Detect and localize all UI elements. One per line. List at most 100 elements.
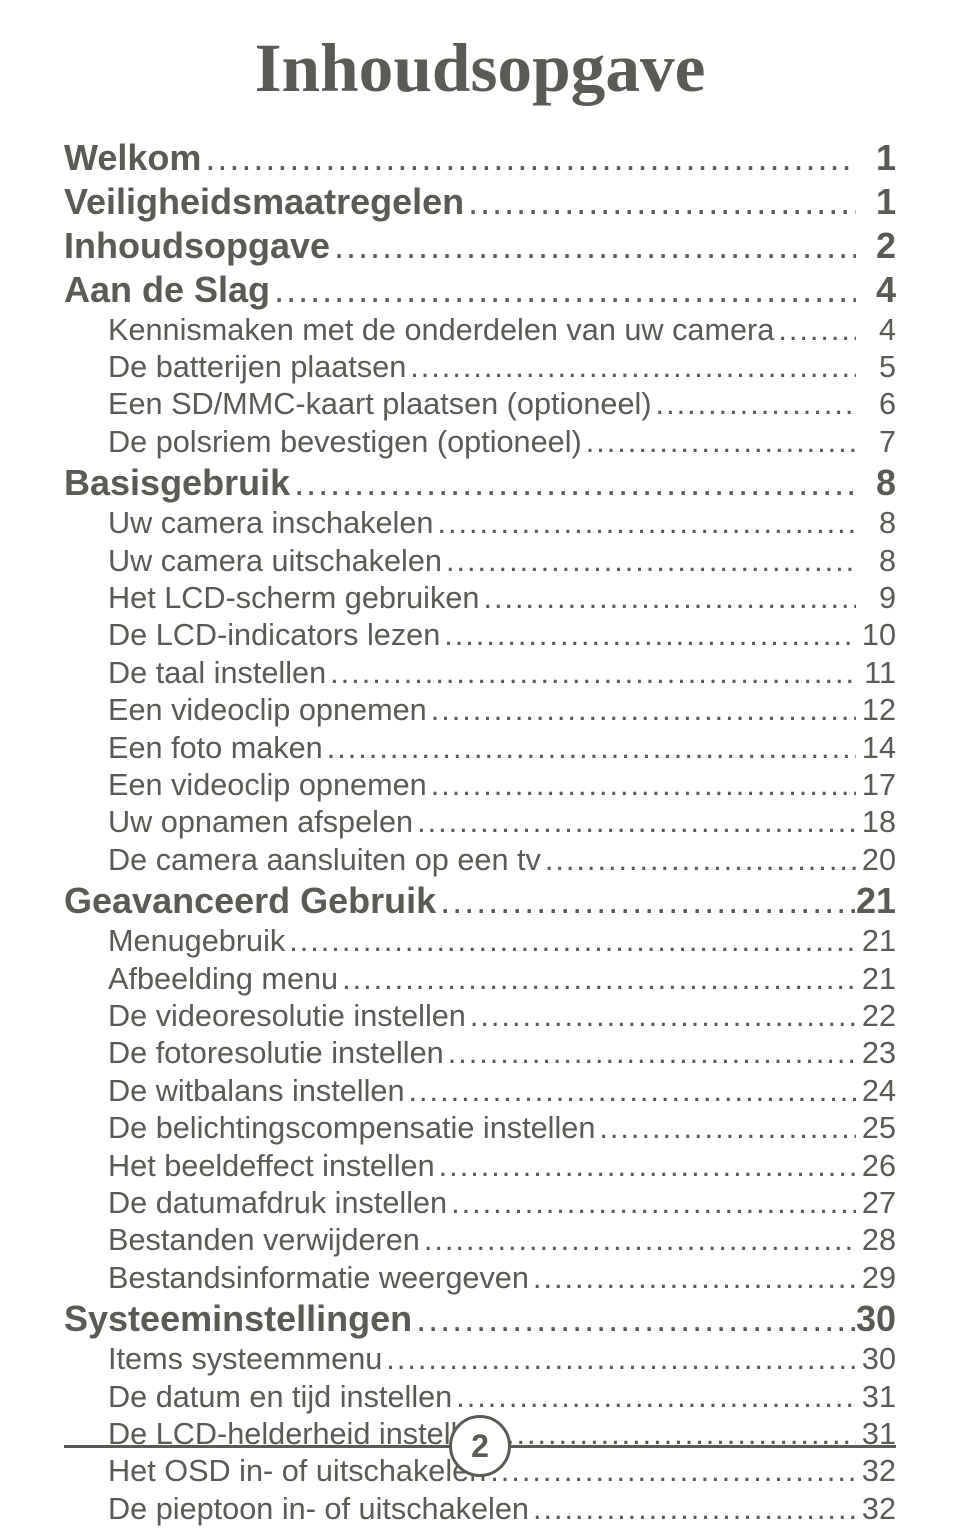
toc-row: Afbeelding menu21 [64, 961, 896, 998]
toc-row: De batterijen plaatsen5 [64, 349, 896, 386]
toc-leader [427, 692, 856, 729]
footer-rule-right [509, 1445, 896, 1448]
toc-row: De datumafdruk instellen 27 [64, 1185, 896, 1222]
toc-label: Menugebruik [108, 923, 285, 960]
toc-row: Veiligheidsmaatregelen1 [64, 180, 896, 224]
toc-row: Systeeminstellingen 30 [64, 1297, 896, 1341]
toc-page: 7 [856, 424, 896, 461]
toc-page: 21 [856, 879, 896, 923]
toc-row: De fotoresolutie instellen 23 [64, 1035, 896, 1072]
toc-page: 10 [856, 617, 896, 654]
toc-page: 21 [856, 923, 896, 960]
toc-leader [436, 879, 856, 923]
toc-page: 23 [856, 1035, 896, 1072]
toc-leader [338, 961, 856, 998]
toc-page: 28 [856, 1222, 896, 1259]
toc-leader [447, 1185, 856, 1222]
toc-page: 8 [856, 543, 896, 580]
toc-row: Uw camera uitschakelen 8 [64, 543, 896, 580]
toc-label: De camera aansluiten op een tv [108, 842, 541, 879]
page-title: Inhoudsopgave [64, 28, 896, 108]
toc-leader [529, 1491, 856, 1528]
toc-leader [201, 136, 856, 180]
toc-label: Aan de Slag [64, 268, 270, 312]
toc-page: 1 [856, 180, 896, 224]
toc-row: Bestanden verwijderen28 [64, 1222, 896, 1259]
toc-page: 8 [856, 505, 896, 542]
toc-row: De taal instellen11 [64, 655, 896, 692]
toc-leader [290, 461, 856, 505]
toc-leader [541, 842, 856, 879]
toc-row: Menugebruik 21 [64, 923, 896, 960]
toc-page: 8 [856, 461, 896, 505]
toc-leader [479, 580, 856, 617]
toc-label: Een SD/MMC-kaart plaatsen (optioneel) [108, 386, 652, 423]
toc-leader [435, 1148, 856, 1185]
toc-page: 25 [856, 1110, 896, 1147]
toc-row: Uw camera inschakelen 8 [64, 505, 896, 542]
toc-leader [464, 180, 856, 224]
toc-page: 32 [856, 1491, 896, 1528]
toc-page: 22 [856, 998, 896, 1035]
table-of-contents: Welkom 1Veiligheidsmaatregelen1Inhoudsopg… [64, 136, 896, 1528]
toc-label: Welkom [64, 136, 201, 180]
toc-leader [285, 923, 856, 960]
toc-leader [405, 1073, 856, 1110]
toc-leader [582, 424, 856, 461]
toc-leader [466, 998, 856, 1035]
toc-leader [412, 1297, 856, 1341]
toc-leader [440, 617, 856, 654]
toc-page: 14 [856, 730, 896, 767]
toc-row: Kennismaken met de onderdelen van uw cam… [64, 312, 896, 349]
toc-leader [529, 1260, 856, 1297]
toc-leader [413, 804, 856, 841]
toc-label: De LCD-indicators lezen [108, 617, 440, 654]
toc-page: 5 [856, 349, 896, 386]
toc-label: Basisgebruik [64, 461, 290, 505]
toc-leader [323, 730, 856, 767]
toc-label: De datumafdruk instellen [108, 1185, 447, 1222]
toc-leader [452, 1379, 856, 1416]
toc-page: 31 [856, 1379, 896, 1416]
toc-row: Items systeemmenu 30 [64, 1341, 896, 1378]
toc-page: 26 [856, 1148, 896, 1185]
toc-leader [442, 543, 856, 580]
toc-row: Het beeldeffect instellen26 [64, 1148, 896, 1185]
footer-rule-left [64, 1445, 451, 1448]
toc-leader [433, 505, 856, 542]
toc-label: Systeeminstellingen [64, 1297, 412, 1341]
toc-leader [382, 1341, 856, 1378]
toc-leader [420, 1222, 856, 1259]
toc-row: De videoresolutie instellen22 [64, 998, 896, 1035]
toc-label: De fotoresolutie instellen [108, 1035, 444, 1072]
toc-label: Items systeemmenu [108, 1341, 382, 1378]
toc-page: 18 [856, 804, 896, 841]
toc-row: De belichtingscompensatie instellen 25 [64, 1110, 896, 1147]
toc-label: De belichtingscompensatie instellen [108, 1110, 595, 1147]
toc-row: Het LCD-scherm gebruiken9 [64, 580, 896, 617]
toc-row: Geavanceerd Gebruik21 [64, 879, 896, 923]
toc-leader [406, 349, 856, 386]
toc-label: Een videoclip opnemen [108, 767, 427, 804]
toc-row: De datum en tijd instellen31 [64, 1379, 896, 1416]
toc-row: Uw opnamen afspelen18 [64, 804, 896, 841]
toc-page: 30 [856, 1341, 896, 1378]
toc-label: Uw camera uitschakelen [108, 543, 442, 580]
toc-label: Uw camera inschakelen [108, 505, 433, 542]
toc-leader [444, 1035, 856, 1072]
toc-leader [427, 767, 856, 804]
toc-leader [330, 224, 856, 268]
toc-page: 27 [856, 1185, 896, 1222]
toc-label: Een videoclip opnemen [108, 692, 427, 729]
toc-page: 30 [856, 1297, 896, 1341]
toc-label: Kennismaken met de onderdelen van uw cam… [108, 312, 774, 349]
toc-page: 11 [856, 655, 896, 692]
toc-label: Inhoudsopgave [64, 224, 330, 268]
toc-row: De LCD-indicators lezen 10 [64, 617, 896, 654]
toc-page: 12 [856, 692, 896, 729]
toc-page: 4 [856, 312, 896, 349]
toc-leader [326, 655, 856, 692]
toc-row: Een SD/MMC-kaart plaatsen (optioneel)6 [64, 386, 896, 423]
toc-row: De witbalans instellen24 [64, 1073, 896, 1110]
toc-row: Een foto maken14 [64, 730, 896, 767]
